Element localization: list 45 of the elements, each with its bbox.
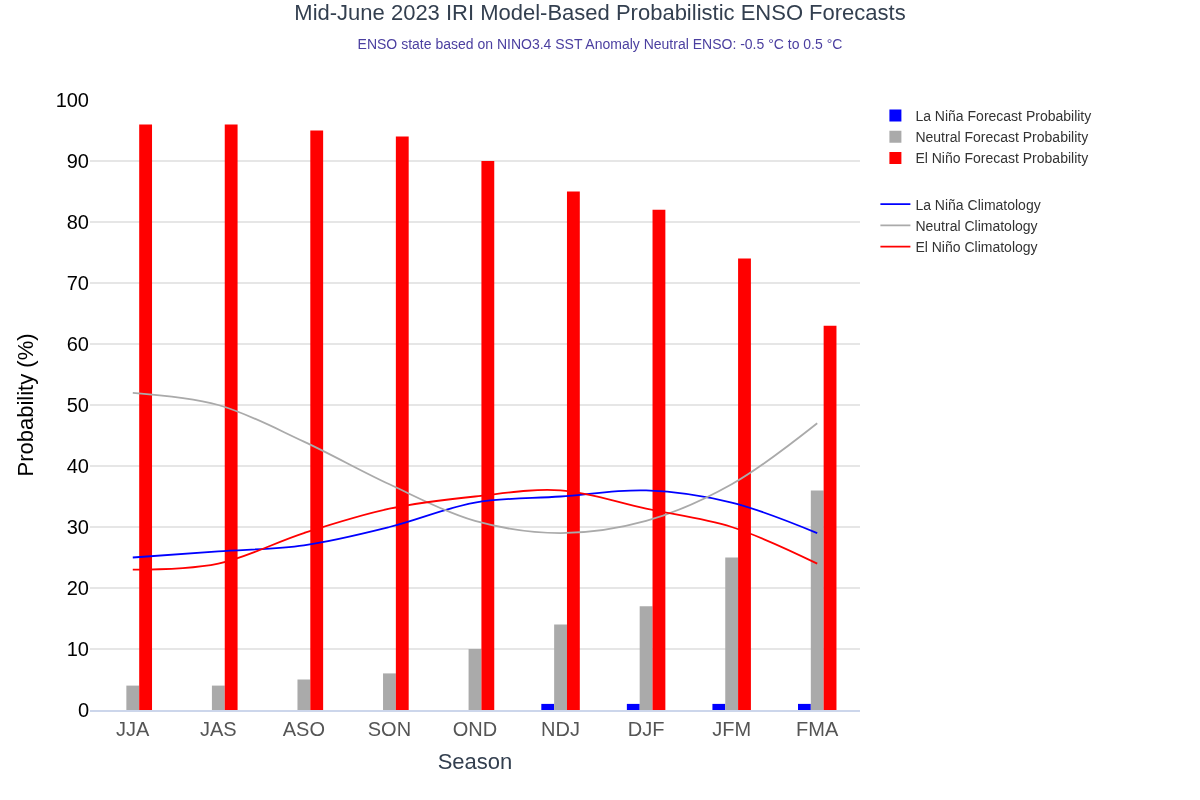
bar (383, 673, 396, 710)
bar (626, 703, 640, 710)
bar (297, 679, 311, 710)
y-tick-label: 90 (66, 150, 89, 172)
y-tick-label: 50 (66, 394, 89, 416)
legend-label: Neutral Climatology (915, 217, 1038, 234)
y-axis-title: Probability (%) (13, 333, 39, 477)
y-tick-label: 20 (66, 577, 89, 599)
y-tick-label: 40 (66, 455, 89, 477)
legend-label: La Niña Climatology (915, 196, 1041, 213)
line-series (131, 391, 819, 534)
bar (797, 703, 811, 710)
x-tick-label: JJA (116, 718, 151, 740)
x-tick-label: JFM (712, 718, 752, 740)
x-tick-label: JAS (199, 718, 237, 740)
x-tick-label: SON (367, 718, 412, 740)
y-tick-label: 60 (66, 333, 89, 355)
bar (541, 703, 555, 710)
bar (126, 685, 140, 710)
legend-label: El Niño Forecast Probability (915, 150, 1089, 167)
x-tick-label: FMA (796, 718, 839, 740)
x-tick-label: DJF (627, 718, 665, 740)
bar (712, 703, 726, 710)
legend-label: Neutral Forecast Probability (915, 129, 1089, 146)
y-tick-label: 70 (66, 272, 89, 294)
bar (211, 685, 225, 710)
bar (810, 490, 824, 710)
bar (725, 557, 739, 710)
y-tick-label: 10 (66, 638, 89, 660)
bar (468, 649, 482, 710)
y-tick-label: 30 (66, 516, 89, 538)
legend-label: La Niña Forecast Probability (915, 108, 1092, 125)
bar (554, 624, 567, 710)
chart-title: Mid-June 2023 IRI Model-Based Probabilistic ENSO Forecasts (294, 0, 906, 25)
x-tick-label: OND (452, 718, 498, 740)
y-tick-label: 80 (66, 211, 89, 233)
bar (639, 606, 653, 710)
bar (823, 325, 837, 710)
x-axis-title: Season (437, 749, 513, 775)
y-tick-label: 100 (55, 89, 89, 111)
x-tick-label: NDJ (541, 718, 581, 740)
chart-subtitle: ENSO state based on NINO3.4 SST Anomaly Neutral ENSO: -0.5 °C to 0.5 °C (357, 35, 843, 52)
legend-label: El Niño Climatology (915, 239, 1038, 256)
x-tick-label: ASO (282, 718, 326, 740)
y-tick-label: 0 (77, 699, 89, 721)
